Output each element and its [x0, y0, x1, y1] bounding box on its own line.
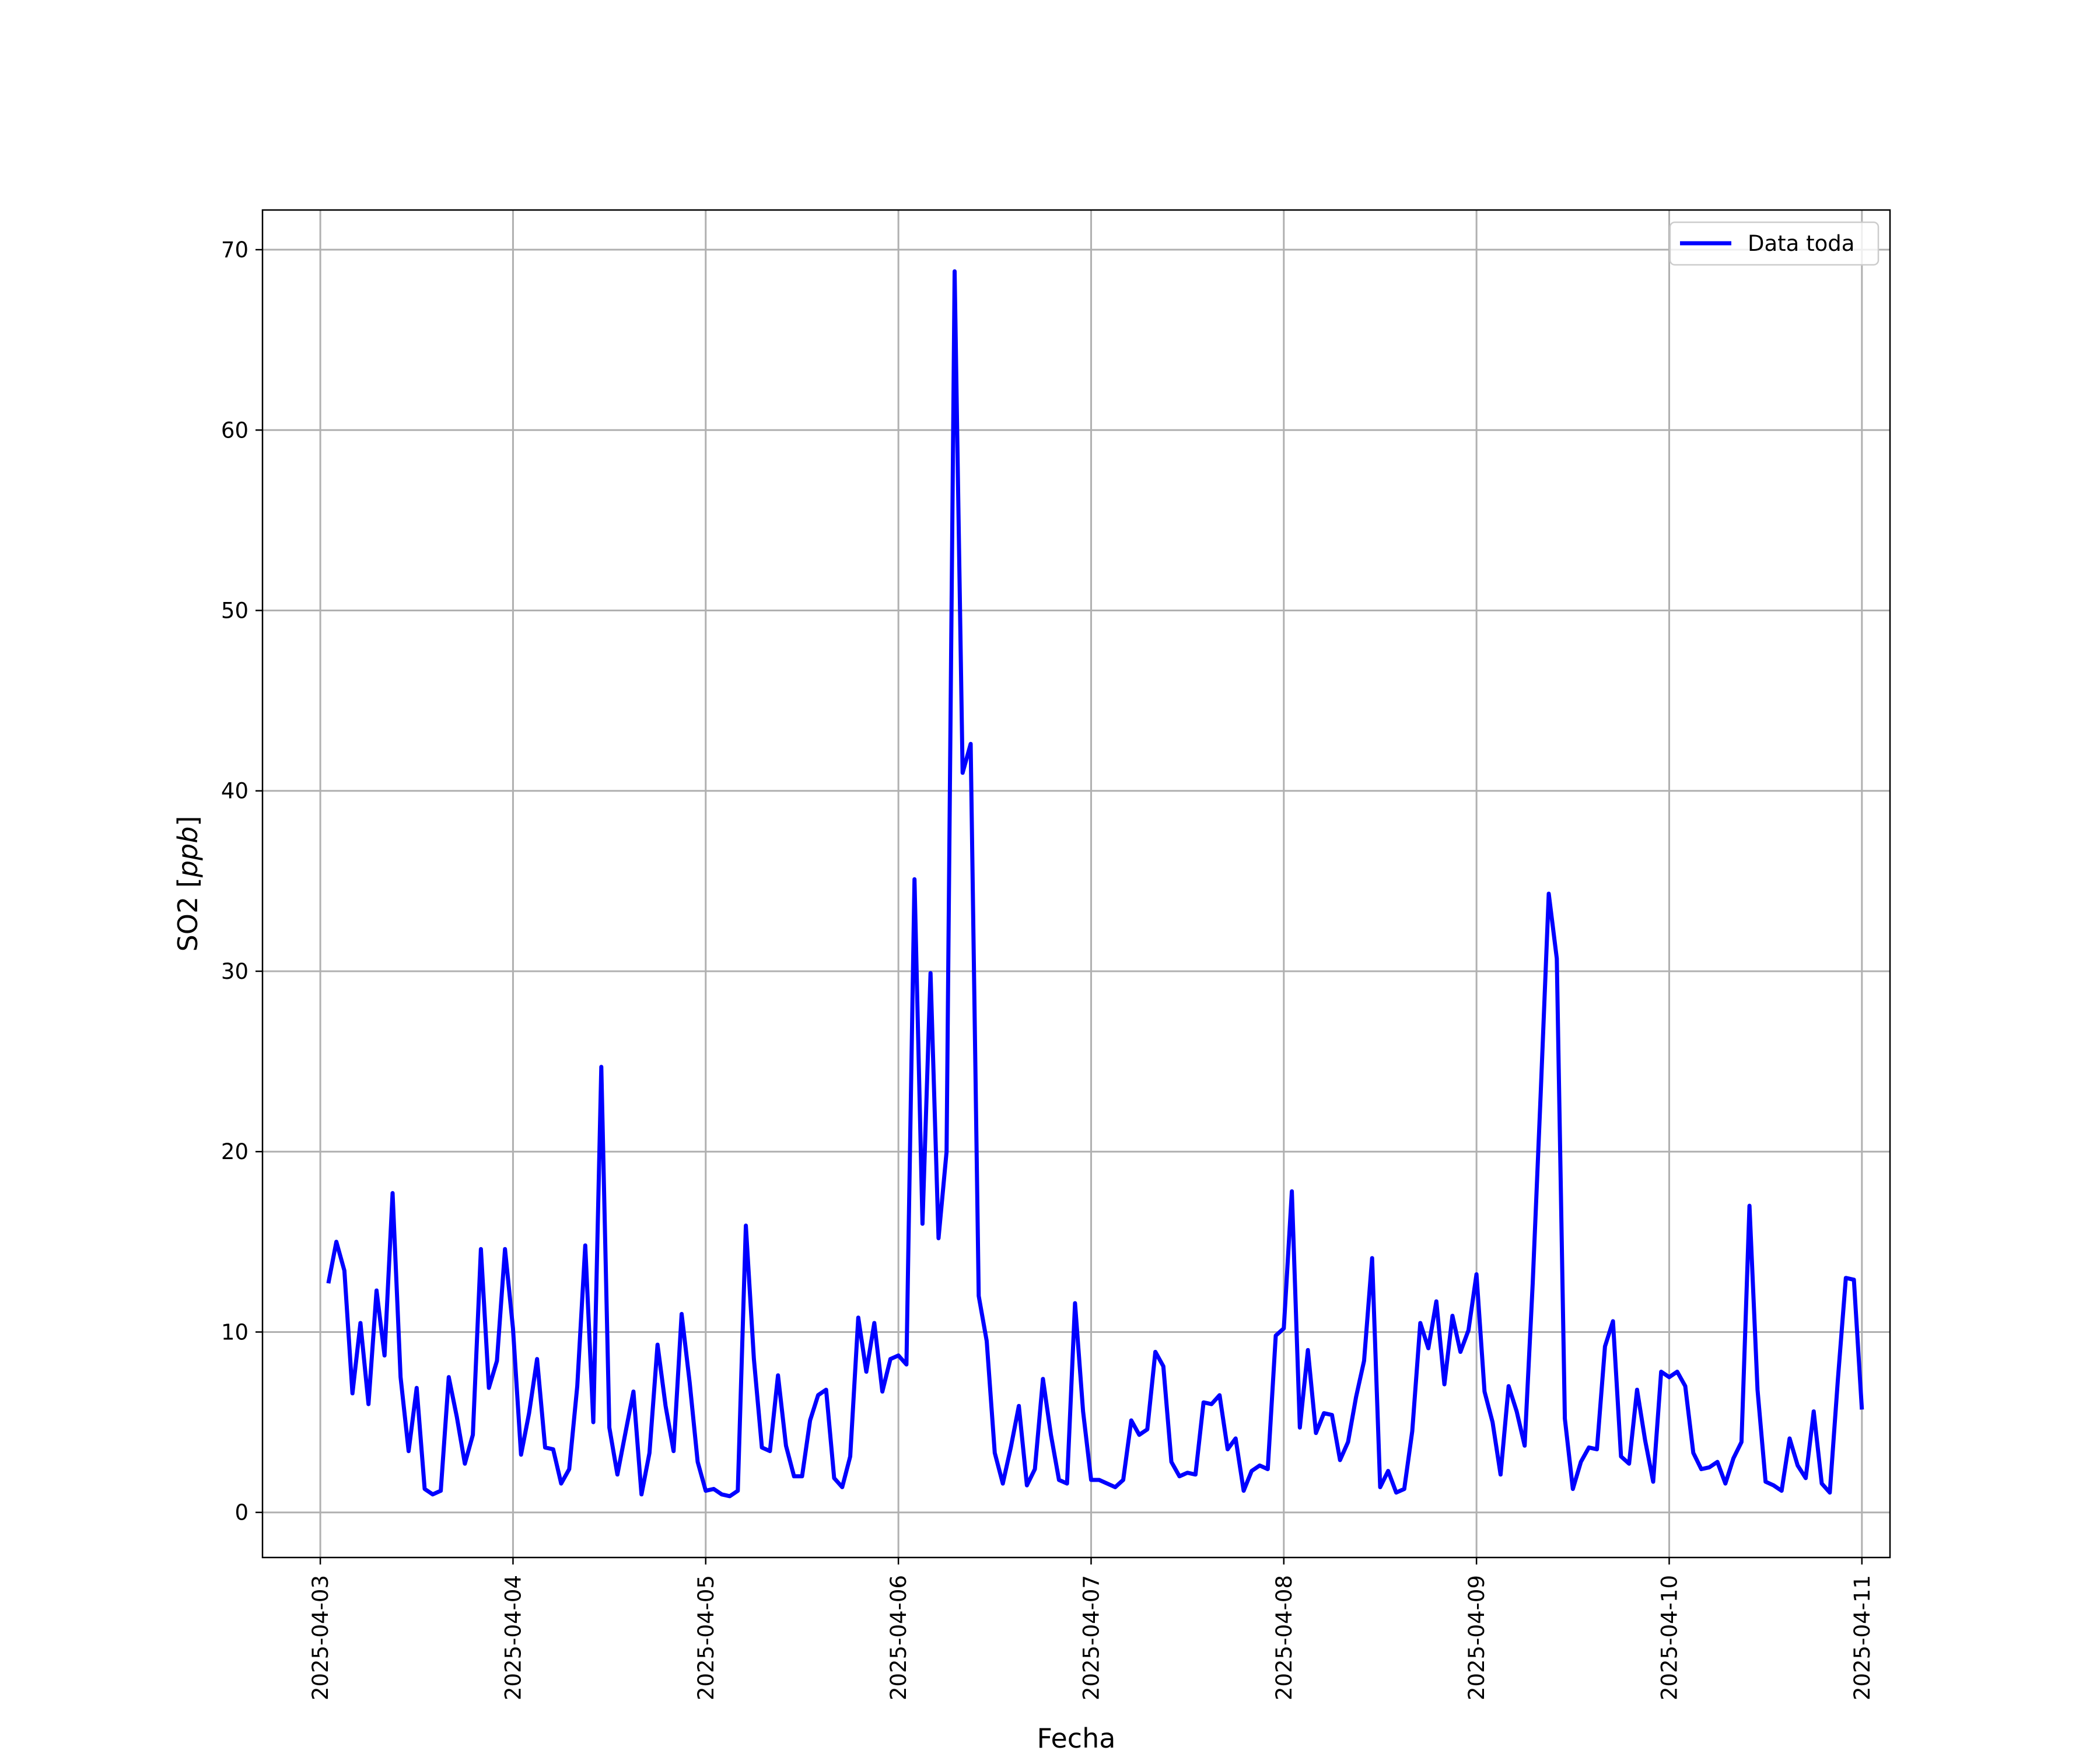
y-axis-title-prefix: SO2 [: [172, 877, 204, 951]
ticks: 0 10 20 30 40 50 60 70 2025-04-03 2025-04-04 2025-…: [221, 237, 1875, 1700]
series-layer: [328, 271, 1862, 1496]
legend-label: Data toda: [1748, 231, 1854, 256]
y-tick-label: 0: [235, 1500, 249, 1525]
legend: Data toda: [1670, 222, 1878, 265]
y-tick-label: 20: [221, 1139, 249, 1164]
x-tick-label: 2025-04-06: [886, 1575, 911, 1700]
y-tick-label: 60: [221, 418, 249, 443]
x-tick-label: 2025-04-05: [694, 1575, 719, 1700]
grid: [262, 210, 1890, 1558]
y-tick-label: 50: [221, 598, 249, 624]
y-tick-label: 70: [221, 237, 249, 262]
x-tick-label: 2025-04-03: [308, 1575, 333, 1700]
y-tick-label: 10: [221, 1320, 249, 1345]
x-tick-label: 2025-04-07: [1079, 1575, 1104, 1700]
x-tick-label: 2025-04-09: [1464, 1575, 1489, 1700]
plot-frame: [262, 210, 1890, 1558]
x-tick-label: 2025-04-04: [501, 1575, 526, 1700]
y-tick-label: 30: [221, 959, 249, 984]
x-tick-label: 2025-04-08: [1272, 1575, 1297, 1700]
x-tick-label: 2025-04-11: [1850, 1575, 1875, 1700]
x-axis-title: Fecha: [1037, 1723, 1116, 1750]
y-axis-title-unit: ppb: [172, 827, 204, 878]
x-tick-label: 2025-04-10: [1657, 1575, 1682, 1700]
y-axis-title-suffix: ]: [172, 816, 204, 827]
y-tick-label: 40: [221, 779, 249, 804]
y-axis-title: SO2 [ppb]: [172, 816, 204, 952]
series-line: [328, 271, 1862, 1496]
